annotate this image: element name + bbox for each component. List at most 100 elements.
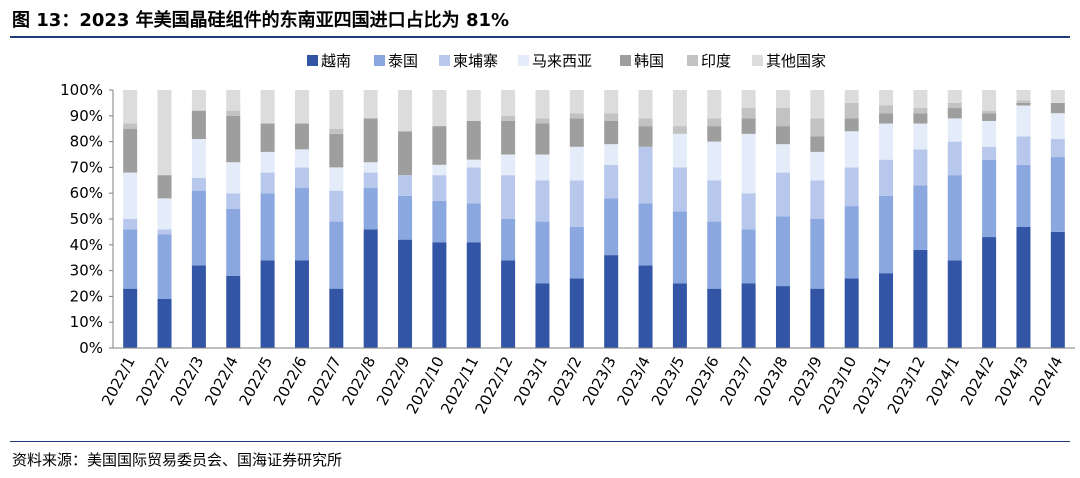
bar-segment-4-21 [844,118,859,132]
bar-segment-6-11 [501,90,516,116]
y-tick-label: 50% [70,210,103,228]
bar-segment-4-19 [775,126,790,145]
bar-segment-4-7 [363,118,378,163]
legend-label-6: 其他国家 [766,52,826,70]
bar-segment-6-7 [363,90,378,119]
bar-segment-2-10 [466,167,481,204]
bar-segment-4-3 [226,115,241,163]
bar-segment-6-8 [398,90,413,132]
bar-segment-2-19 [775,172,790,217]
bar-segment-6-26 [1016,90,1031,101]
bar-segment-3-23 [913,123,928,150]
bar-segment-4-2 [191,110,206,140]
bar-segment-2-8 [398,175,413,196]
source-note: 资料来源：美国国际贸易委员会、国海证券研究所 [12,451,343,469]
bar-segment-2-2 [191,177,206,191]
bar-segment-1-2 [191,190,206,266]
y-tick-label: 100% [60,81,103,99]
bar-segment-0-1 [157,298,172,348]
bar-segment-1-27 [1050,157,1065,232]
chart-title: 图 13：2023 年美国晶硅组件的东南亚四国进口占比为 81% [12,10,510,31]
bar-segment-1-10 [466,203,481,243]
bar-segment-0-19 [775,286,790,348]
bar-segment-4-5 [294,123,309,150]
bar-segment-1-22 [879,195,894,274]
header-rule [10,36,1070,38]
bar-segment-0-9 [432,242,447,348]
bar-segment-1-23 [913,185,928,250]
bar-segment-0-12 [535,283,550,348]
bar-segment-1-24 [947,175,962,261]
bar-segment-0-0 [123,288,138,348]
bar-segment-1-25 [982,159,997,238]
bar-segment-6-24 [947,90,962,103]
bar-segment-3-9 [432,164,447,176]
bar-segment-5-0 [123,123,138,129]
bar-segment-0-16 [672,283,687,348]
y-axis: 0% 10% 20% 30% 40% 50% 60% 70% 80% 90% 100% [60,81,114,357]
bar-segment-2-17 [707,180,722,222]
bar-segment-1-15 [638,203,653,266]
bar-segment-6-27 [1050,90,1065,103]
legend-label-3: 马来西亚 [532,52,592,70]
bar-segment-6-23 [913,90,928,109]
bar-segment-2-1 [157,229,172,235]
bar-segment-3-7 [363,162,378,173]
bar-segment-2-14 [604,164,619,199]
bar-segment-1-18 [741,229,756,284]
bar-segment-0-20 [810,288,825,348]
bar-segment-5-21 [844,102,859,119]
bar-segment-3-10 [466,159,481,168]
bar-segment-1-26 [1016,164,1031,227]
bar-segment-0-17 [707,288,722,348]
stacked-bar-chart: 越南 泰国 柬埔寨 马来西亚 韩国 印度 其他国家 0% 10% 20% 30% 40% 50% 60%… [60,52,1075,417]
bar-segment-3-22 [879,123,894,160]
y-tick-label: 20% [70,287,103,305]
bar-segment-2-16 [672,167,687,212]
bar-segment-6-5 [294,90,309,124]
bar-segment-6-4 [260,90,275,124]
bar-segment-6-6 [329,90,344,129]
bar-segment-5-23 [913,108,928,114]
bar-segment-1-14 [604,198,619,256]
bar-segment-3-11 [501,154,516,176]
y-tick-label: 0% [79,339,103,357]
bar-segment-1-21 [844,206,859,279]
y-tick-label: 80% [70,133,103,151]
bar-segment-4-1 [157,175,172,199]
bar-segment-2-20 [810,180,825,219]
bar-segment-2-25 [982,146,997,160]
bar-segment-4-26 [1016,102,1031,106]
bar-segment-2-5 [294,167,309,189]
bar-segment-3-26 [1016,105,1031,137]
bar-segment-4-17 [707,126,722,142]
bar-segment-5-17 [707,118,722,127]
bar-segment-5-13 [569,113,584,119]
bar-segment-2-0 [123,219,138,230]
bar-segment-6-9 [432,90,447,127]
bar-segment-3-3 [226,162,241,194]
bar-segment-3-16 [672,133,687,168]
bar-segment-1-19 [775,216,790,287]
bar-segment-5-3 [226,110,241,116]
bar-segment-3-25 [982,120,997,147]
bar-segment-3-4 [260,151,275,173]
bar-segment-0-8 [398,239,413,348]
bar-segment-3-2 [191,139,206,178]
bar-segment-5-14 [604,113,619,121]
bar-segment-2-15 [638,146,653,204]
bar-segment-4-20 [810,136,825,152]
bar-segment-6-25 [982,90,997,111]
y-tick-label: 30% [70,262,103,280]
bar-segment-2-18 [741,193,756,230]
bar-segment-0-6 [329,288,344,348]
bar-segment-4-4 [260,123,275,152]
bar-segment-1-0 [123,229,138,289]
y-tick-label: 60% [70,184,103,202]
bar-segment-2-24 [947,141,962,176]
bar-segment-1-4 [260,193,275,261]
bar-segment-0-7 [363,229,378,348]
legend-swatch-4 [620,55,631,66]
bar-segment-2-21 [844,167,859,207]
bar-segment-0-23 [913,249,928,348]
